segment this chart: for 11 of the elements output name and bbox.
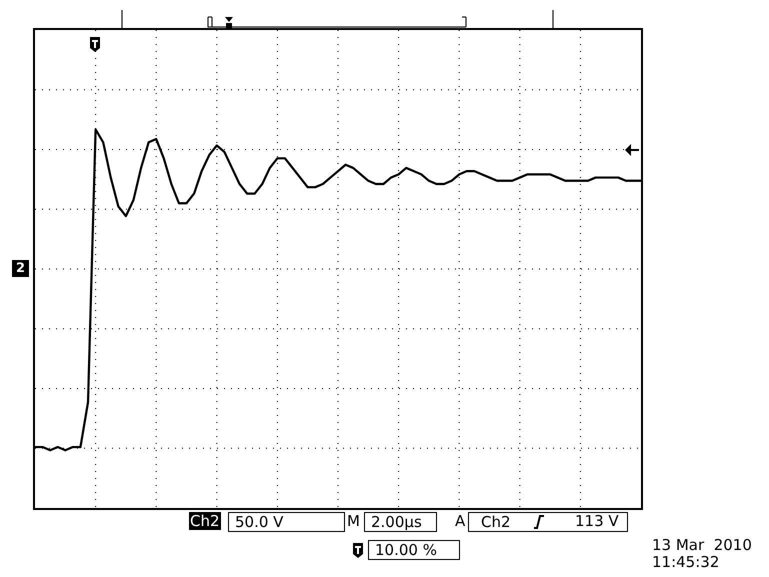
text: 2.00µs xyxy=(364,512,437,532)
text: 113 V xyxy=(575,512,619,530)
text: Ch2 xyxy=(481,513,511,531)
text: 50.0 V xyxy=(228,512,345,532)
text: 2 xyxy=(12,260,29,277)
text: M xyxy=(347,512,360,530)
text: 10.00 % xyxy=(368,540,460,560)
text: Ch2 xyxy=(189,512,221,530)
text: 13 Mar 2010 xyxy=(652,536,752,554)
text: 11:45:32 xyxy=(652,553,720,571)
text: A xyxy=(455,512,466,530)
